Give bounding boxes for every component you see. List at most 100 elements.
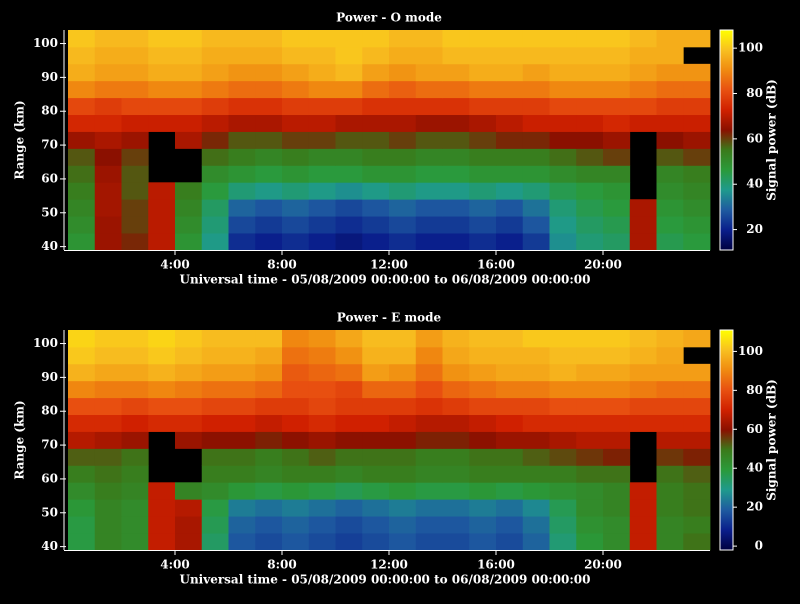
heatmap-cell <box>201 30 229 48</box>
heatmap-cell <box>683 131 711 149</box>
heatmap-cell <box>94 148 122 166</box>
heatmap-cell <box>389 80 417 99</box>
x-axis-label: Universal time - 05/08/2009 00:00:00 to … <box>179 273 590 287</box>
x-tick-label: 12:00 <box>370 558 408 572</box>
heatmap-cell <box>629 63 657 82</box>
heatmap-cell <box>442 114 470 132</box>
heatmap-cell <box>255 46 283 65</box>
heatmap-cell <box>469 199 497 217</box>
heatmap-cell <box>549 465 577 483</box>
heatmap-cell <box>228 165 256 183</box>
heatmap-cell <box>282 148 310 166</box>
heatmap-cell <box>94 182 122 200</box>
heatmap-cell <box>201 448 229 466</box>
heatmap-cell <box>496 414 524 432</box>
heatmap-cell <box>549 448 577 466</box>
heatmap-cell <box>201 414 229 432</box>
heatmap-cell <box>469 148 497 166</box>
heatmap-cell <box>255 199 283 217</box>
heatmap-cell <box>442 533 470 551</box>
heatmap-cell <box>308 216 336 234</box>
heatmap-cell <box>415 465 443 483</box>
heatmap-cell <box>282 165 310 183</box>
heatmap-cell <box>282 516 310 534</box>
heatmap-cell <box>201 131 229 149</box>
heatmap-cell <box>389 46 417 65</box>
heatmap-cell <box>415 499 443 517</box>
heatmap-cell <box>68 182 96 200</box>
heatmap-cell <box>282 80 310 99</box>
heatmap-cell <box>442 465 470 483</box>
heatmap-cell <box>415 30 443 48</box>
heatmap-cell <box>308 148 336 166</box>
heatmap-cell <box>389 363 417 382</box>
heatmap-cell <box>94 114 122 132</box>
heatmap-cell <box>121 482 149 500</box>
heatmap-cell <box>308 533 336 551</box>
colorbar-tick-label: 0 <box>755 539 763 553</box>
heatmap-cell <box>415 346 443 365</box>
heatmap-cell <box>442 397 470 416</box>
heatmap-cell <box>228 233 256 251</box>
heatmap-cell <box>522 46 550 65</box>
heatmap-cell <box>496 63 524 82</box>
heatmap-cell <box>282 233 310 251</box>
heatmap-cell <box>362 46 390 65</box>
heatmap-cell <box>282 363 310 382</box>
heatmap-cell <box>335 533 363 551</box>
heatmap-cell <box>415 330 443 348</box>
heatmap-cell <box>148 380 176 399</box>
heatmap-cell <box>201 80 229 99</box>
heatmap-cell <box>121 148 149 166</box>
x-tick-label: 16:00 <box>477 558 515 572</box>
heatmap-cell <box>656 216 684 234</box>
heatmap-cell <box>496 363 524 382</box>
heatmap-cell <box>121 233 149 251</box>
heatmap-cell <box>228 216 256 234</box>
heatmap-cell <box>683 30 711 48</box>
heatmap-cell <box>656 397 684 416</box>
heatmap-cell <box>442 516 470 534</box>
heatmap-cell <box>228 431 256 449</box>
heatmap-cell <box>68 97 96 116</box>
colorbar-tick-label: 20 <box>746 500 763 514</box>
heatmap-cell <box>549 165 577 183</box>
y-tick-label: 90 <box>41 70 58 84</box>
heatmap-cell <box>442 165 470 183</box>
y-tick-label: 40 <box>41 239 58 253</box>
heatmap-cell <box>201 482 229 500</box>
colorbar-tick-label: 100 <box>738 344 763 358</box>
heatmap-cell <box>576 533 604 551</box>
heatmap-cell <box>683 148 711 166</box>
heatmap-cell <box>496 182 524 200</box>
heatmap-cell <box>362 448 390 466</box>
heatmap-cell <box>121 346 149 365</box>
heatmap-cell <box>442 148 470 166</box>
heatmap-cell <box>442 346 470 365</box>
heatmap-cell <box>389 346 417 365</box>
heatmap-cell <box>576 431 604 449</box>
heatmap-cell <box>308 330 336 348</box>
heatmap-cell <box>121 182 149 200</box>
heatmap-cell <box>496 465 524 483</box>
heatmap-cell <box>175 499 203 517</box>
heatmap-cell <box>68 63 96 82</box>
heatmap-cell <box>148 330 176 348</box>
heatmap-cell <box>576 63 604 82</box>
heatmap-cell <box>148 182 176 200</box>
heatmap-cell <box>576 30 604 48</box>
heatmap-cell <box>175 131 203 149</box>
heatmap-cell <box>415 148 443 166</box>
heatmap-cell <box>255 431 283 449</box>
heatmap-cell <box>148 499 176 517</box>
heatmap-cell <box>175 63 203 82</box>
heatmap-cell <box>255 63 283 82</box>
heatmap-cell <box>68 516 96 534</box>
heatmap-cell <box>656 380 684 399</box>
heatmap-cell <box>442 233 470 251</box>
x-tick-label: 20:00 <box>584 558 622 572</box>
heatmap-cell <box>629 97 657 116</box>
heatmap-cell <box>201 363 229 382</box>
heatmap-cell <box>603 182 631 200</box>
heatmap-cell <box>549 199 577 217</box>
